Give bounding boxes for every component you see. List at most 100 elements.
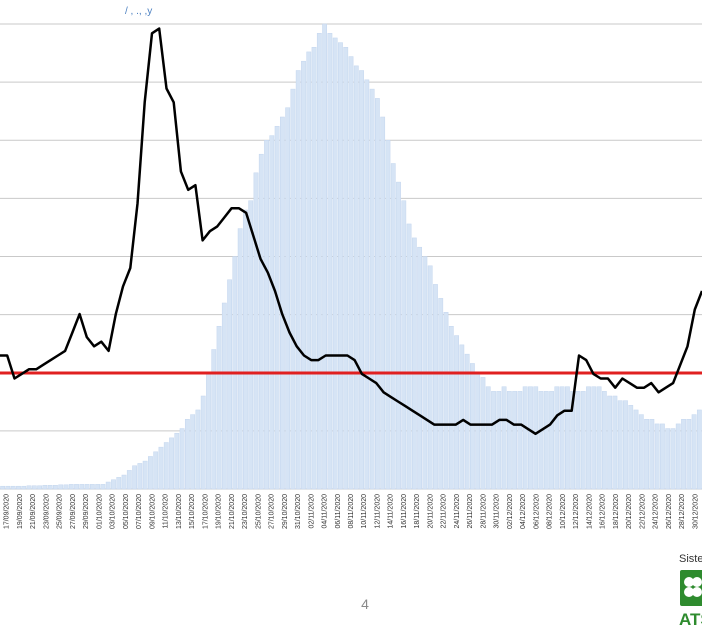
bar (211, 349, 217, 490)
bar (84, 484, 90, 490)
x-tick-label: 22/12/2020 (639, 494, 646, 529)
bar (79, 484, 85, 490)
bar (607, 395, 613, 490)
x-tick-label: 25/09/2020 (57, 494, 64, 529)
x-tick-label: 20/12/2020 (626, 494, 633, 529)
bar (665, 428, 671, 490)
x-tick-label: 13/10/2020 (176, 494, 183, 529)
x-tick-label: 20/11/2020 (427, 494, 434, 529)
bar (348, 56, 354, 490)
x-tick-label: 28/12/2020 (679, 494, 686, 529)
bar (95, 484, 101, 490)
bar (496, 391, 502, 490)
bar (142, 460, 148, 490)
bar (586, 386, 591, 490)
bar (89, 484, 95, 490)
bar (243, 209, 248, 490)
bar (480, 377, 486, 490)
x-tick-label: 07/10/2020 (136, 494, 143, 529)
bar (343, 47, 349, 490)
bar (295, 70, 301, 490)
bar (353, 65, 359, 490)
bar (617, 400, 623, 490)
bar (327, 33, 333, 490)
bar (369, 88, 375, 490)
x-tick-label: 15/10/2020 (189, 494, 196, 529)
bar (623, 400, 628, 490)
bar (332, 37, 338, 490)
bar (538, 391, 544, 490)
x-tick-label: 06/11/2020 (335, 494, 342, 529)
bar (258, 153, 264, 490)
x-tick-label: 03/10/2020 (110, 494, 117, 529)
x-tick-label: 09/10/2020 (149, 494, 156, 529)
bar (649, 419, 655, 490)
bar (522, 386, 528, 490)
bar (411, 237, 417, 490)
bar (681, 419, 686, 490)
x-tick-label: 31/10/2020 (295, 494, 302, 529)
bar (184, 419, 190, 490)
bar (269, 135, 275, 490)
bar (285, 107, 291, 490)
bar (517, 391, 523, 490)
bar (380, 116, 386, 490)
page-number: 4 (361, 596, 369, 612)
bar (68, 484, 74, 490)
x-tick-label: 27/09/2020 (70, 494, 77, 529)
bar (37, 485, 42, 490)
bar (26, 485, 32, 490)
x-tick-label: 23/10/2020 (242, 494, 249, 529)
bar (338, 42, 343, 490)
x-tick-label: 23/09/2020 (43, 494, 50, 529)
x-tick-label: 21/09/2020 (30, 494, 37, 529)
x-tick-label: 16/12/2020 (600, 494, 607, 529)
x-tick-label: 12/12/2020 (573, 494, 580, 529)
bar (10, 485, 16, 490)
x-tick-label: 26/11/2020 (467, 494, 474, 529)
clover-logo-icon (680, 570, 702, 606)
bar (174, 432, 180, 490)
x-tick-label: 30/12/2020 (692, 494, 699, 529)
chart-title-fragment: / , ., ,y (125, 6, 153, 17)
logo-bottom-text: ATS (679, 610, 702, 629)
x-tick-label: 06/12/2020 (533, 494, 540, 529)
bar (169, 437, 174, 490)
bar (644, 419, 649, 490)
bar (116, 477, 122, 490)
x-tick-label: 14/11/2020 (388, 494, 395, 529)
x-tick-label: 10/11/2020 (361, 494, 368, 529)
bar (691, 414, 697, 490)
x-tick-label: 29/09/2020 (83, 494, 90, 529)
x-tick-label: 01/10/2020 (96, 494, 103, 529)
bar (132, 465, 137, 490)
bar (438, 298, 444, 490)
x-tick-label: 24/12/2020 (653, 494, 660, 529)
bar (216, 326, 222, 490)
chart-canvas: 17/09/2020 19/09/2020 21/09/2020 23/09/2020… (0, 23, 702, 529)
bar (543, 391, 549, 490)
bar (179, 428, 185, 490)
bar (448, 326, 454, 490)
x-tick-label: 21/10/2020 (229, 494, 236, 529)
bar (580, 391, 586, 490)
bar (417, 246, 423, 490)
line-series (0, 27, 702, 436)
x-tick-label: 18/12/2020 (613, 494, 620, 529)
bar (264, 140, 269, 490)
bar (501, 386, 507, 490)
x-axis-tick-labels: 17/09/2020 19/09/2020 21/09/2020 23/09/2020… (4, 494, 700, 529)
bar (190, 414, 196, 490)
x-tick-label: 19/10/2020 (216, 494, 223, 529)
x-tick-label: 28/11/2020 (480, 494, 487, 529)
bar (660, 423, 665, 490)
x-tick-label: 02/12/2020 (507, 494, 514, 529)
bar (401, 200, 407, 490)
x-tick-label: 27/10/2020 (269, 494, 276, 529)
bar (528, 386, 533, 490)
bar (670, 428, 676, 490)
bar (301, 60, 306, 490)
bar (696, 409, 702, 490)
bar (565, 386, 570, 490)
bar (559, 386, 565, 490)
